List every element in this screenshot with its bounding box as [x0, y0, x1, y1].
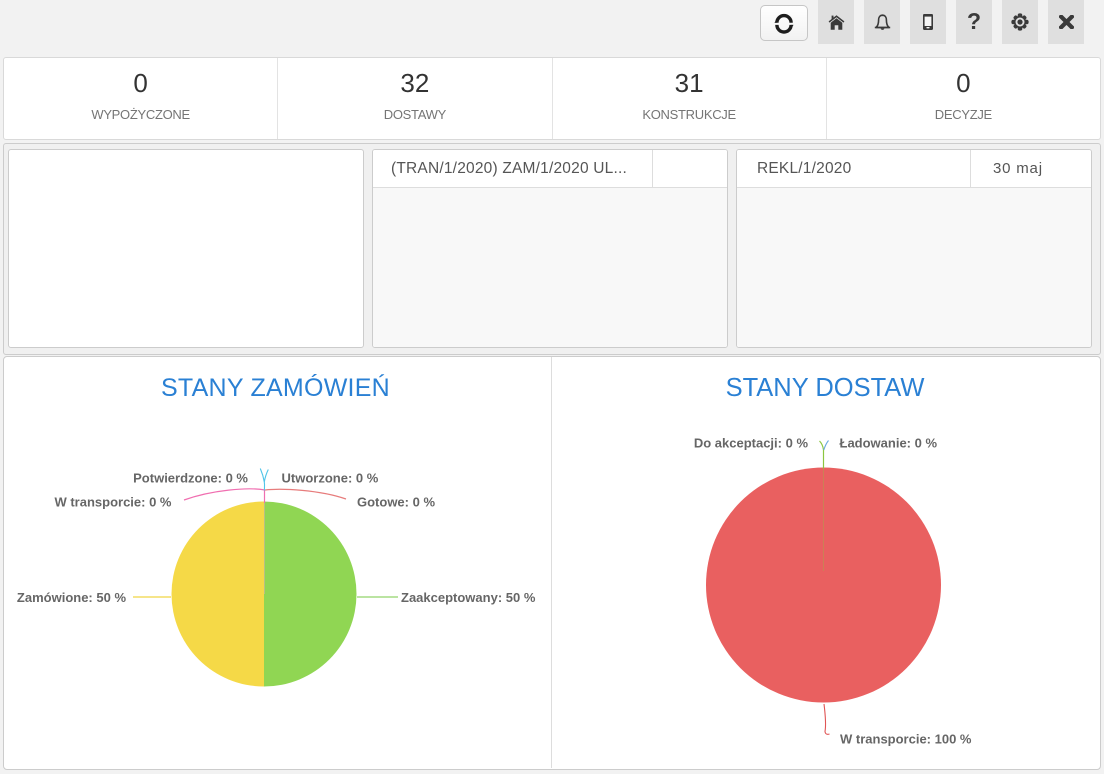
- svg-text:Zaakceptowany: 50 %: Zaakceptowany: 50 %: [401, 590, 536, 605]
- svg-text:W transporcie: 100 %: W transporcie: 100 %: [840, 732, 972, 747]
- svg-text:Zamówione: 50 %: Zamówione: 50 %: [17, 590, 127, 605]
- svg-text:STANY ZAMÓWIEŃ: STANY ZAMÓWIEŃ: [161, 373, 390, 402]
- svg-text:Potwierdzone: 0 %: Potwierdzone: 0 %: [133, 471, 248, 486]
- svg-text:Do akceptacji: 0 %: Do akceptacji: 0 %: [694, 436, 809, 451]
- svg-text:STANY DOSTAW: STANY DOSTAW: [726, 374, 925, 402]
- svg-text:Gotowe: 0 %: Gotowe: 0 %: [357, 495, 435, 510]
- svg-text:Utworzone: 0 %: Utworzone: 0 %: [282, 471, 379, 486]
- svg-text:Ładowanie: 0 %: Ładowanie: 0 %: [840, 436, 938, 451]
- svg-text:W transporcie: 0 %: W transporcie: 0 %: [54, 495, 171, 510]
